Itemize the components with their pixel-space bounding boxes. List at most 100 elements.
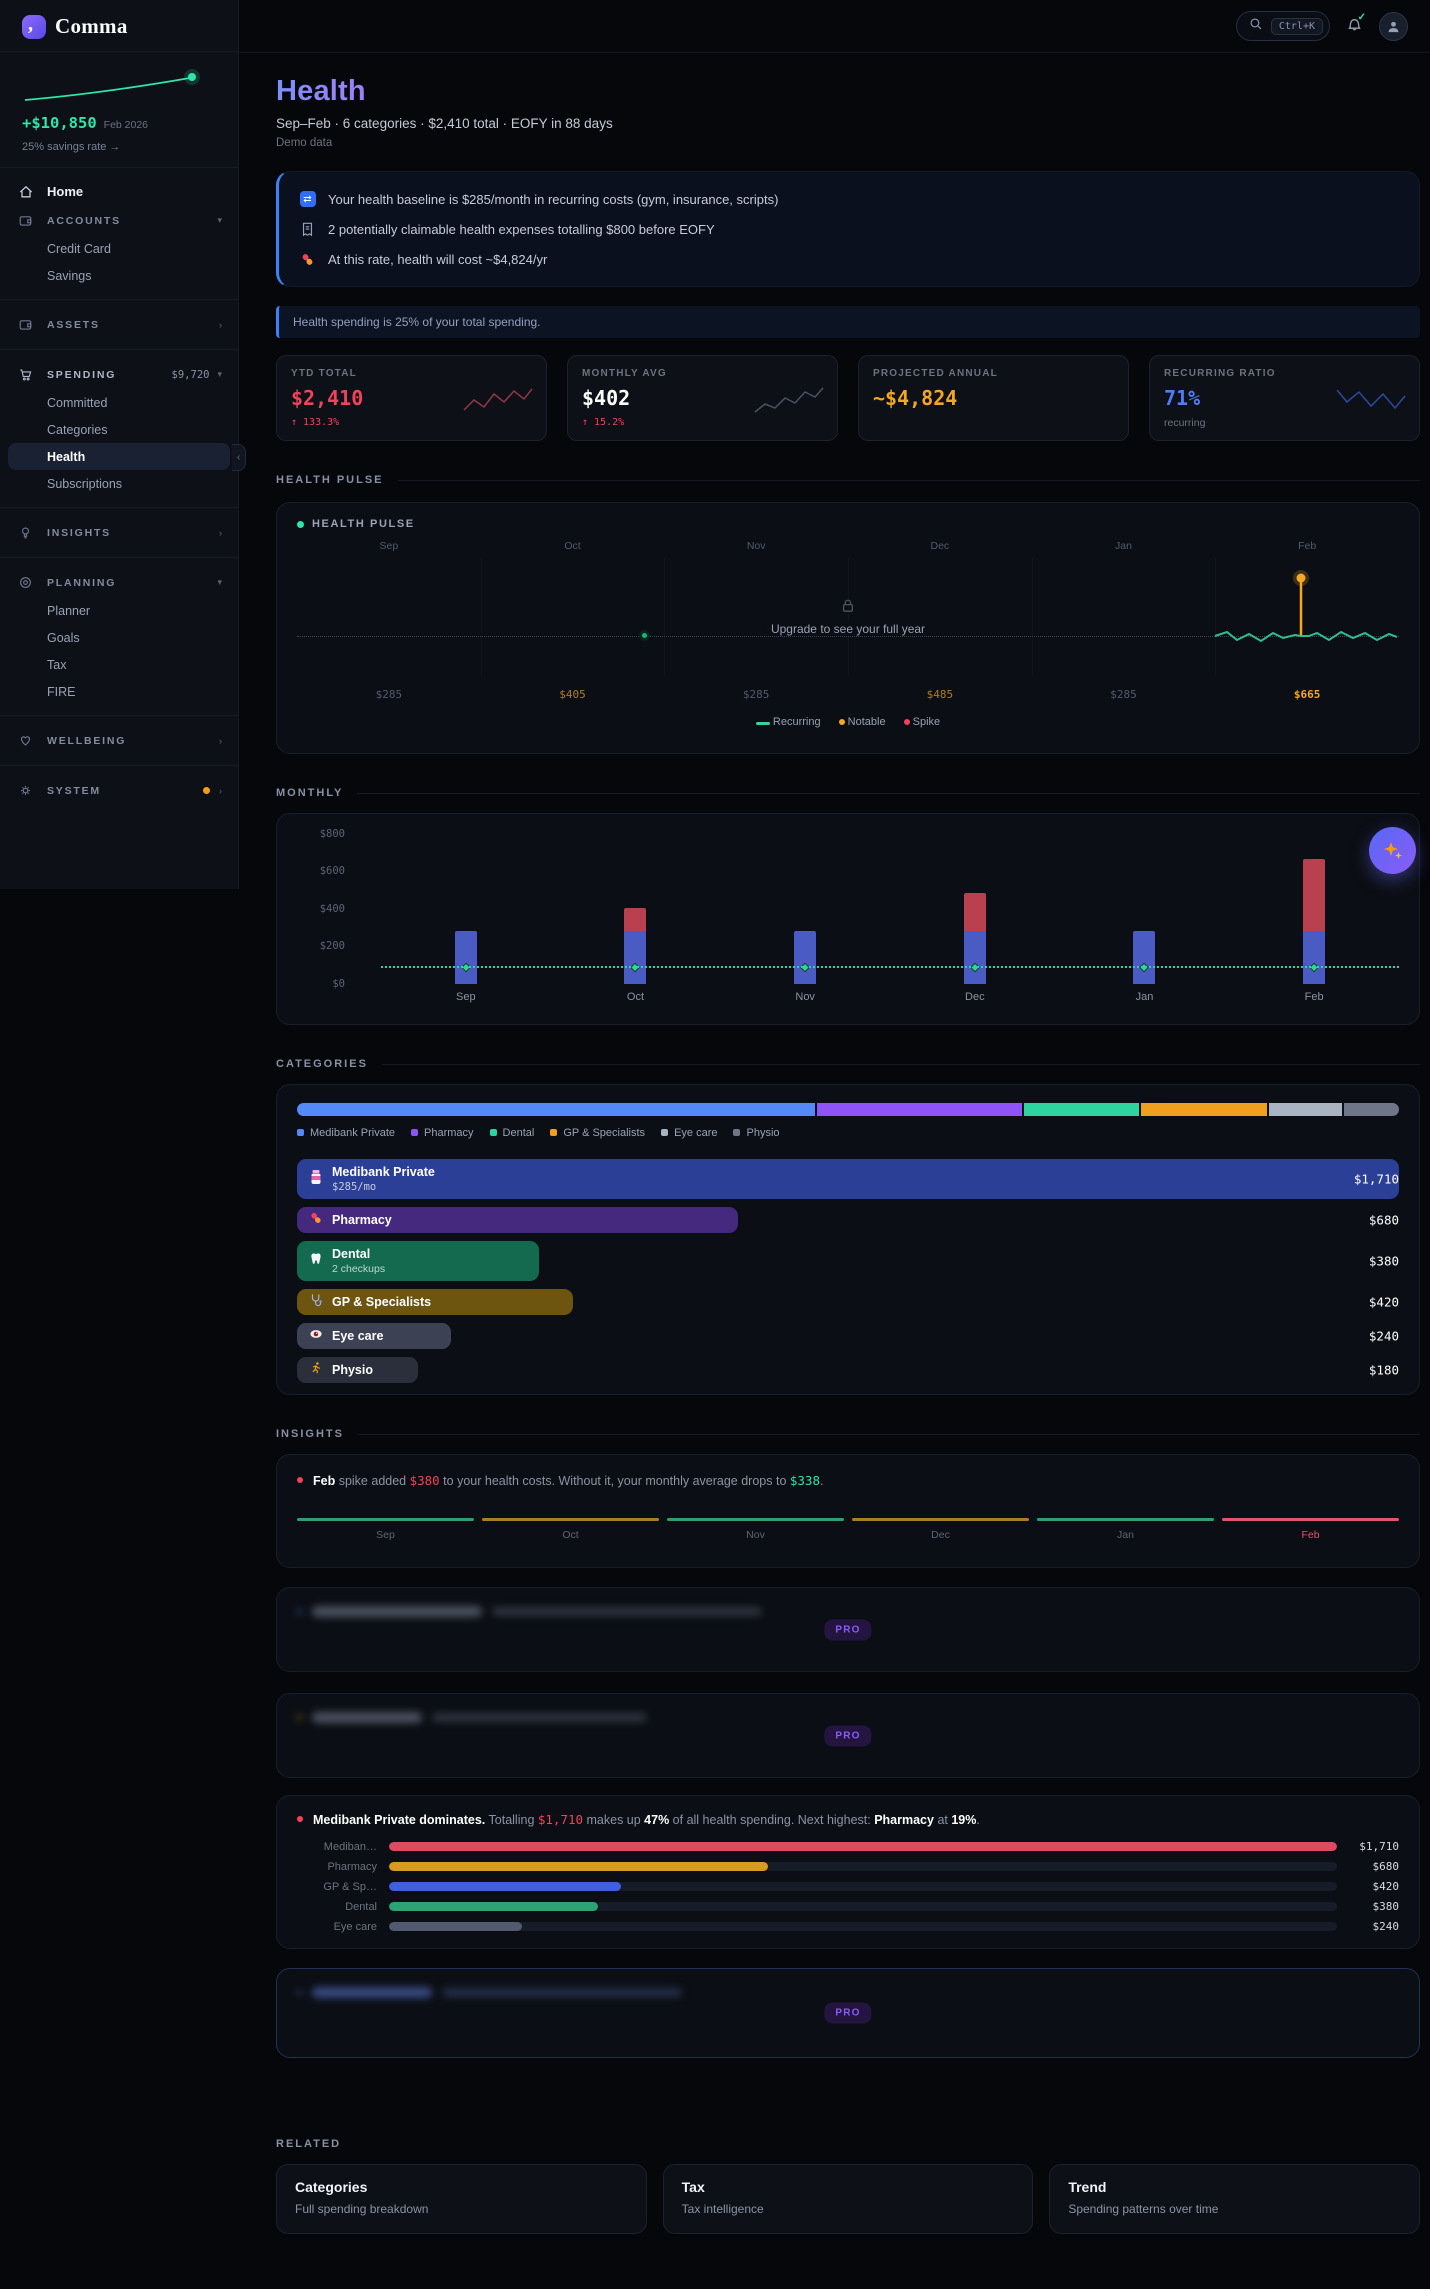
chevron-right-icon: ›: [219, 527, 222, 538]
bar-oct: [551, 834, 721, 984]
sidebar-item-subscriptions[interactable]: Subscriptions: [47, 476, 123, 491]
ai-assistant-fab[interactable]: [1369, 827, 1416, 874]
related-card-trend[interactable]: Trend Spending patterns over time: [1049, 2164, 1420, 2234]
insight-bullet-icon: [297, 1477, 303, 1483]
sidebar-item-health[interactable]: Health: [8, 443, 230, 470]
pulse-plot: Upgrade to see your full year: [297, 558, 1399, 676]
app-name: Comma: [55, 14, 128, 38]
category-row-eyecare[interactable]: Eye care $240: [297, 1323, 1399, 1349]
networth-value: +$10,850: [22, 114, 97, 132]
sidebar-item-fire[interactable]: FIRE: [47, 684, 76, 699]
networth-widget[interactable]: +$10,850 Feb 2026 25% savings rate →: [0, 52, 238, 167]
category-row-dental[interactable]: Dental 2 checkups $380: [297, 1241, 1399, 1281]
category-row-gp[interactable]: GP & Specialists $420: [297, 1289, 1399, 1315]
chevron-down-icon: ▾: [217, 215, 222, 225]
dominates-bar-list: Mediban… $1,710 Pharmacy $680 GP & Sp… $420…: [323, 1840, 1399, 1933]
person-icon: [1388, 21, 1399, 32]
sidebar-item-home[interactable]: Home: [0, 177, 238, 206]
pill-bottle-icon: [309, 1169, 323, 1190]
sidebar-item-categories[interactable]: Categories: [47, 422, 108, 437]
categories-card: Medibank Private Pharmacy Dental GP & Sp…: [276, 1084, 1420, 1395]
app-logo[interactable]: , Comma: [0, 0, 238, 51]
blurred-insight-text: [297, 1606, 1399, 1617]
chevron-right-icon: ›: [219, 785, 222, 796]
related-card-categories[interactable]: Categories Full spending breakdown: [276, 2164, 647, 2234]
sidebar-section-assets[interactable]: ASSETS ›: [0, 310, 238, 339]
sidebar-section-insights[interactable]: INSIGHTS ›: [0, 518, 238, 547]
pulse-feb-line: [1214, 570, 1398, 643]
stat-ytd-total: YTD TOTAL $2,410 ↑ 133.3%: [276, 355, 547, 441]
search-shortcut: Ctrl+K: [1270, 17, 1323, 35]
category-row-physio[interactable]: Physio $180: [297, 1357, 1399, 1383]
section-header-monthly[interactable]: MONTHLY: [276, 787, 1420, 799]
sidebar-collapse-handle[interactable]: ‹: [232, 444, 246, 471]
ytd-sparkline: [463, 388, 533, 411]
pro-badge[interactable]: PRO: [824, 1725, 872, 1746]
blurred-insight-text: [297, 1712, 1399, 1723]
sidebar-item-credit-card[interactable]: Credit Card: [47, 241, 111, 256]
recurring-baseline: [381, 966, 1399, 968]
categories-legend: Medibank Private Pharmacy Dental GP & Sp…: [297, 1127, 1399, 1139]
related-card-tax[interactable]: Tax Tax intelligence: [662, 2164, 1034, 2234]
sidebar-section-accounts[interactable]: ACCOUNTS ▾: [0, 206, 238, 235]
page-subtitle: Sep–Feb · 6 categories · $2,410 total · …: [276, 116, 613, 131]
stat-projected-annual: PROJECTED ANNUAL ~$4,824: [858, 355, 1129, 441]
insight-locked-card-1: PRO: [276, 1587, 1420, 1672]
upgrade-prompt[interactable]: Upgrade to see your full year: [762, 598, 934, 636]
sidebar-item-committed[interactable]: Committed: [47, 395, 108, 410]
pulse-dot-icon: [297, 520, 304, 528]
callout-line-projection: At this rate, health will cost ~$4,824/y…: [299, 244, 1399, 274]
sidebar-section-system[interactable]: SYSTEM ›: [0, 776, 238, 805]
insight-timeline: Sep Oct Nov Dec Jan Feb: [297, 1518, 1399, 1541]
bar-jan: [1060, 834, 1230, 984]
runner-icon: [309, 1361, 323, 1380]
bar-nov: [720, 834, 890, 984]
savings-rate-link[interactable]: 25% savings rate →: [22, 141, 121, 153]
notifications-button[interactable]: ✓: [1346, 12, 1366, 37]
sidebar: , Comma +$10,850 Feb 2026 25% savings ra…: [0, 0, 239, 889]
bar-dec: [890, 834, 1060, 984]
search-input[interactable]: Ctrl+K: [1235, 11, 1330, 41]
sidebar-section-spending[interactable]: SPENDING $9,720 ▾: [0, 360, 238, 389]
recurring-icon: ⇄: [299, 191, 316, 207]
heart-icon: [18, 733, 34, 749]
spending-share-note: Health spending is 25% of your total spe…: [276, 306, 1420, 338]
pulse-month-values: $285 $405 $285 $485 $285 $665: [375, 688, 1321, 701]
page-title: Health: [276, 75, 366, 107]
eye-icon: [309, 1327, 323, 1346]
sidebar-item-goals[interactable]: Goals: [47, 630, 80, 645]
sidebar-section-wellbeing[interactable]: WELLBEING ›: [0, 726, 238, 755]
capsule-icon: [309, 1211, 323, 1230]
stats-row: YTD TOTAL $2,410 ↑ 133.3% MONTHLY AVG $4…: [276, 355, 1420, 441]
monthly-x-axis: Sep Oct Nov Dec Jan Feb: [456, 991, 1324, 1003]
pulse-legend: Recurring Notable Spike: [297, 716, 1399, 728]
category-row-medibank[interactable]: Medibank Private $285/mo $1,710: [297, 1159, 1399, 1199]
health-summary-callout: ⇄ Your health baseline is $285/month in …: [276, 171, 1420, 287]
sidebar-item-tax[interactable]: Tax: [47, 657, 67, 672]
callout-line-baseline: ⇄ Your health baseline is $285/month in …: [299, 184, 1399, 214]
pro-badge[interactable]: PRO: [824, 1619, 872, 1640]
home-icon: [18, 184, 34, 200]
lock-icon: [763, 598, 933, 618]
ratio-sparkline: [1336, 389, 1406, 410]
section-header-pulse[interactable]: HEALTH PULSE: [276, 474, 1420, 486]
pulse-card-title: HEALTH PULSE: [297, 518, 1399, 530]
sidebar-item-planner[interactable]: Planner: [47, 603, 91, 618]
section-header-categories[interactable]: CATEGORIES: [276, 1058, 1420, 1070]
sidebar-section-planning[interactable]: PLANNING ▾: [0, 568, 238, 597]
avatar[interactable]: [1379, 11, 1408, 41]
chevron-right-icon: ›: [219, 319, 222, 330]
search-icon: [1249, 17, 1263, 36]
wallet-icon: [18, 213, 34, 229]
cart-icon: [18, 367, 34, 383]
bell-icon: [1348, 19, 1361, 31]
tooth-icon: [309, 1252, 323, 1271]
sidebar-item-savings[interactable]: Savings: [47, 268, 92, 283]
topbar: Ctrl+K ✓: [239, 0, 1430, 53]
pro-badge[interactable]: PRO: [824, 2002, 872, 2024]
category-row-pharmacy[interactable]: Pharmacy $680: [297, 1207, 1399, 1233]
demo-data-label: Demo data: [276, 137, 333, 149]
blurred-insight-text: [297, 1987, 1399, 1998]
comma-logo-icon: ,: [22, 13, 46, 39]
section-header-insights[interactable]: INSIGHTS: [276, 1428, 1420, 1440]
